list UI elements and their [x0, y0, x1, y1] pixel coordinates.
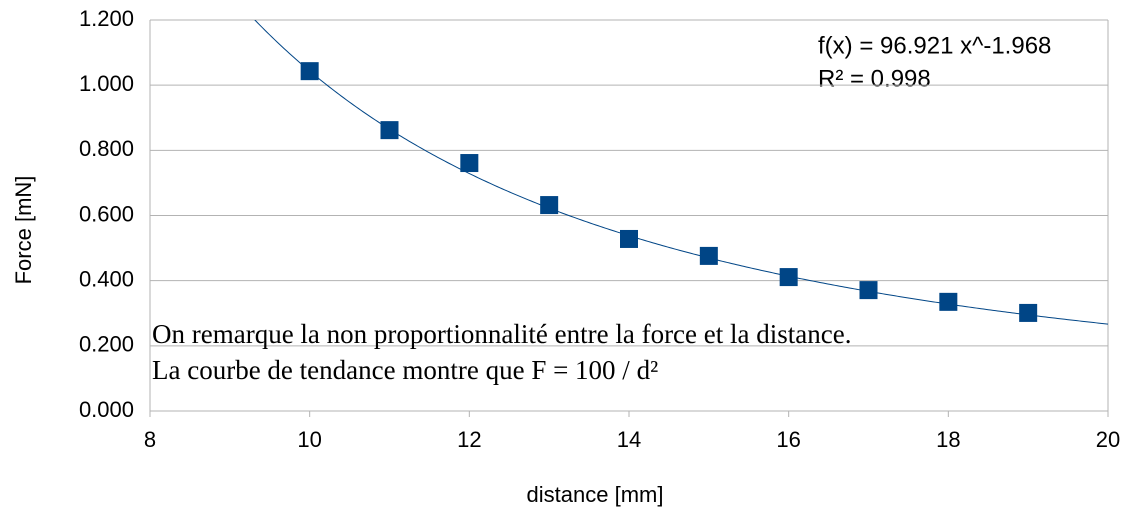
trendline-r2: R² = 0.998	[818, 65, 931, 92]
point	[699, 246, 718, 265]
point	[620, 229, 638, 248]
x-tick-label: 14	[617, 427, 641, 452]
y-tick-label: 1.000	[79, 71, 134, 96]
y-tick-label: 1.200	[79, 6, 134, 31]
x-tick-label: 12	[457, 427, 481, 452]
annotation: On remarque la non proportionnalité entr…	[152, 319, 851, 349]
point	[779, 268, 798, 287]
y-tick-label: 0.000	[79, 397, 134, 422]
y-tick-label: 0.600	[79, 201, 134, 226]
point	[1019, 303, 1038, 322]
annotation: La courbe de tendance montre que F = 100…	[152, 355, 658, 385]
point	[939, 292, 958, 311]
y-tick-label: 0.200	[79, 332, 134, 357]
y-tick-label: 0.800	[79, 136, 134, 161]
point	[859, 281, 878, 300]
x-tick-label: 16	[776, 427, 800, 452]
y-tick-label: 0.400	[79, 266, 134, 291]
point	[300, 62, 319, 81]
point	[460, 154, 479, 173]
x-tick-label: 8	[144, 427, 156, 452]
y-axis-label: Force [mN]	[11, 176, 36, 285]
x-tick-label: 18	[936, 427, 960, 452]
x-tick-label: 10	[297, 427, 321, 452]
point	[380, 121, 399, 140]
trendline-equation: f(x) = 96.921 x^-1.968	[818, 32, 1051, 59]
x-axis-label: distance [mm]	[527, 482, 664, 507]
x-tick-label: 20	[1096, 427, 1120, 452]
point	[540, 196, 559, 215]
